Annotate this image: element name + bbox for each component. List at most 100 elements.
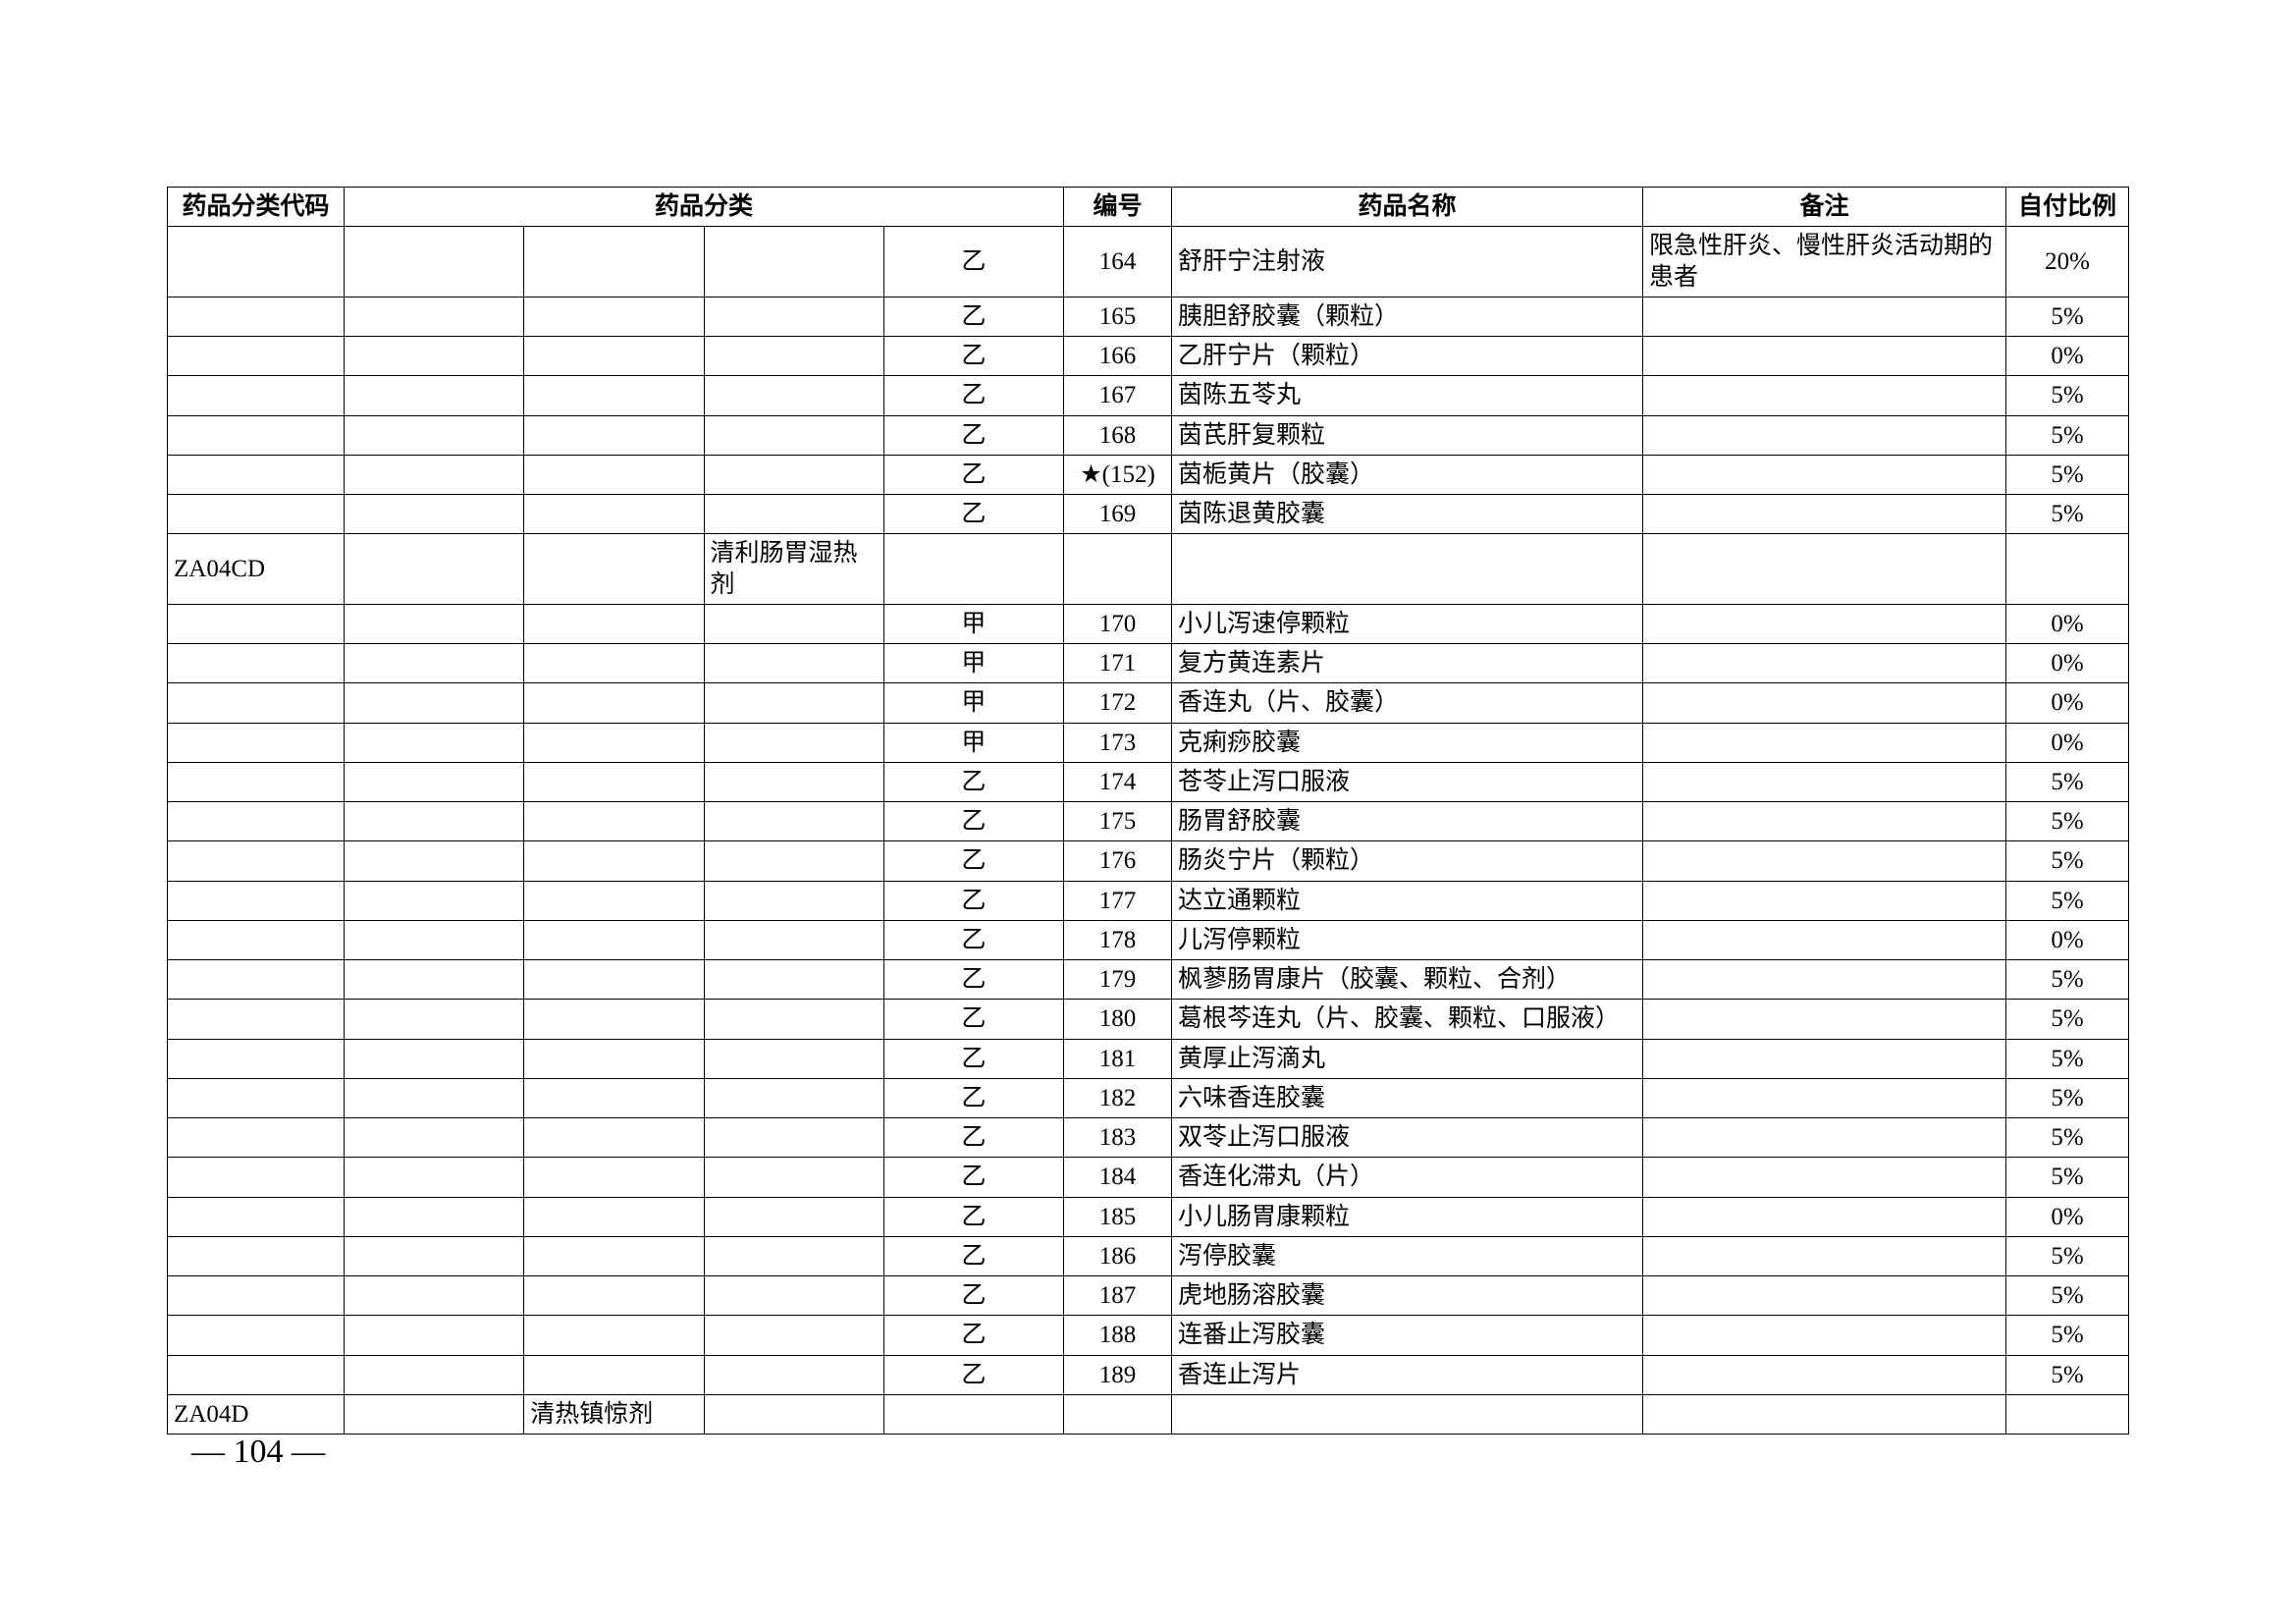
- cell-number: 186: [1064, 1236, 1172, 1275]
- cell-name: 胰胆舒胶囊（颗粒）: [1172, 297, 1643, 336]
- cell-number: 185: [1064, 1197, 1172, 1236]
- cell-cat3: [704, 1118, 883, 1158]
- cell-ratio: 5%: [2006, 960, 2129, 1000]
- cell-grade: [883, 534, 1063, 605]
- cell-note: [1643, 1197, 2006, 1236]
- cell-number: 177: [1064, 881, 1172, 920]
- cell-cat2: [524, 1158, 704, 1197]
- table-row: 甲171复方黄连素片0%: [168, 644, 2129, 683]
- cell-cat2: [524, 841, 704, 881]
- cell-cat3: [704, 227, 883, 298]
- table-row: 乙178儿泻停颗粒0%: [168, 920, 2129, 959]
- cell-cat1: [345, 1394, 524, 1434]
- cell-name: 茵栀黄片（胶囊）: [1172, 455, 1643, 494]
- cell-cat1: [345, 960, 524, 1000]
- header-category: 药品分类: [345, 188, 1064, 227]
- cell-code: [168, 683, 345, 723]
- cell-note: [1643, 1355, 2006, 1394]
- table-row: 乙177达立通颗粒5%: [168, 881, 2129, 920]
- cell-grade: 乙: [883, 1158, 1063, 1197]
- cell-cat1: [345, 723, 524, 762]
- cell-code: [168, 723, 345, 762]
- cell-cat3: [704, 1000, 883, 1039]
- cell-grade: 乙: [883, 841, 1063, 881]
- cell-code: [168, 1078, 345, 1117]
- cell-cat3: [704, 1078, 883, 1117]
- cell-cat2: [524, 455, 704, 494]
- cell-cat2: [524, 1316, 704, 1355]
- cell-grade: 乙: [883, 455, 1063, 494]
- table-row: 乙168茵芪肝复颗粒5%: [168, 415, 2129, 455]
- cell-grade: 乙: [883, 415, 1063, 455]
- cell-cat2: [524, 1039, 704, 1078]
- cell-name: 枫蓼肠胃康片（胶囊、颗粒、合剂）: [1172, 960, 1643, 1000]
- cell-cat1: [345, 881, 524, 920]
- cell-code: [168, 1118, 345, 1158]
- table-row: 乙182六味香连胶囊5%: [168, 1078, 2129, 1117]
- table-row: 乙187虎地肠溶胶囊5%: [168, 1276, 2129, 1316]
- table-row: ZA04CD清利肠胃湿热剂: [168, 534, 2129, 605]
- cell-note: 限急性肝炎、慢性肝炎活动期的患者: [1643, 227, 2006, 298]
- cell-grade: 乙: [883, 337, 1063, 376]
- cell-number: 164: [1064, 227, 1172, 298]
- cell-ratio: 0%: [2006, 683, 2129, 723]
- cell-cat1: [345, 802, 524, 841]
- cell-note: [1643, 1000, 2006, 1039]
- cell-cat2: [524, 1197, 704, 1236]
- cell-cat3: [704, 920, 883, 959]
- cell-note: [1643, 455, 2006, 494]
- cell-name: 苍苓止泻口服液: [1172, 762, 1643, 801]
- table-row: 乙176肠炎宁片（颗粒）5%: [168, 841, 2129, 881]
- cell-code: [168, 1158, 345, 1197]
- table-row: 乙164舒肝宁注射液限急性肝炎、慢性肝炎活动期的患者20%: [168, 227, 2129, 298]
- cell-ratio: 5%: [2006, 762, 2129, 801]
- cell-cat3: [704, 762, 883, 801]
- cell-cat3: [704, 960, 883, 1000]
- cell-grade: 乙: [883, 802, 1063, 841]
- cell-number: 182: [1064, 1078, 1172, 1117]
- cell-note: [1643, 841, 2006, 881]
- cell-code: [168, 1355, 345, 1394]
- cell-code: [168, 1000, 345, 1039]
- cell-note: [1643, 376, 2006, 415]
- cell-ratio: 5%: [2006, 881, 2129, 920]
- cell-number: [1064, 1394, 1172, 1434]
- cell-cat1: [345, 604, 524, 643]
- page-number: — 104 —: [191, 1434, 325, 1471]
- cell-number: 176: [1064, 841, 1172, 881]
- cell-cat2: [524, 802, 704, 841]
- cell-number: 189: [1064, 1355, 1172, 1394]
- cell-note: [1643, 683, 2006, 723]
- cell-name: 复方黄连素片: [1172, 644, 1643, 683]
- cell-name: 葛根芩连丸（片、胶囊、颗粒、口服液）: [1172, 1000, 1643, 1039]
- cell-cat3: [704, 376, 883, 415]
- cell-grade: 乙: [883, 1039, 1063, 1078]
- cell-cat1: [345, 455, 524, 494]
- cell-grade: 甲: [883, 604, 1063, 643]
- cell-ratio: 0%: [2006, 1197, 2129, 1236]
- cell-ratio: 5%: [2006, 1316, 2129, 1355]
- table-row: 乙188连番止泻胶囊5%: [168, 1316, 2129, 1355]
- cell-ratio: 5%: [2006, 1000, 2129, 1039]
- cell-note: [1643, 495, 2006, 534]
- cell-cat2: [524, 644, 704, 683]
- cell-cat1: [345, 1355, 524, 1394]
- cell-ratio: 5%: [2006, 1039, 2129, 1078]
- cell-cat3: [704, 1039, 883, 1078]
- cell-grade: 乙: [883, 1316, 1063, 1355]
- cell-code: [168, 802, 345, 841]
- cell-number: 171: [1064, 644, 1172, 683]
- cell-name: 达立通颗粒: [1172, 881, 1643, 920]
- cell-ratio: 5%: [2006, 1355, 2129, 1394]
- cell-cat3: [704, 1197, 883, 1236]
- cell-cat1: [345, 841, 524, 881]
- cell-code: [168, 644, 345, 683]
- cell-cat2: [524, 495, 704, 534]
- cell-cat1: [345, 534, 524, 605]
- cell-grade: 乙: [883, 1276, 1063, 1316]
- cell-code: [168, 762, 345, 801]
- cell-name: 香连化滞丸（片）: [1172, 1158, 1643, 1197]
- cell-ratio: 5%: [2006, 1158, 2129, 1197]
- cell-ratio: 5%: [2006, 455, 2129, 494]
- cell-cat3: [704, 455, 883, 494]
